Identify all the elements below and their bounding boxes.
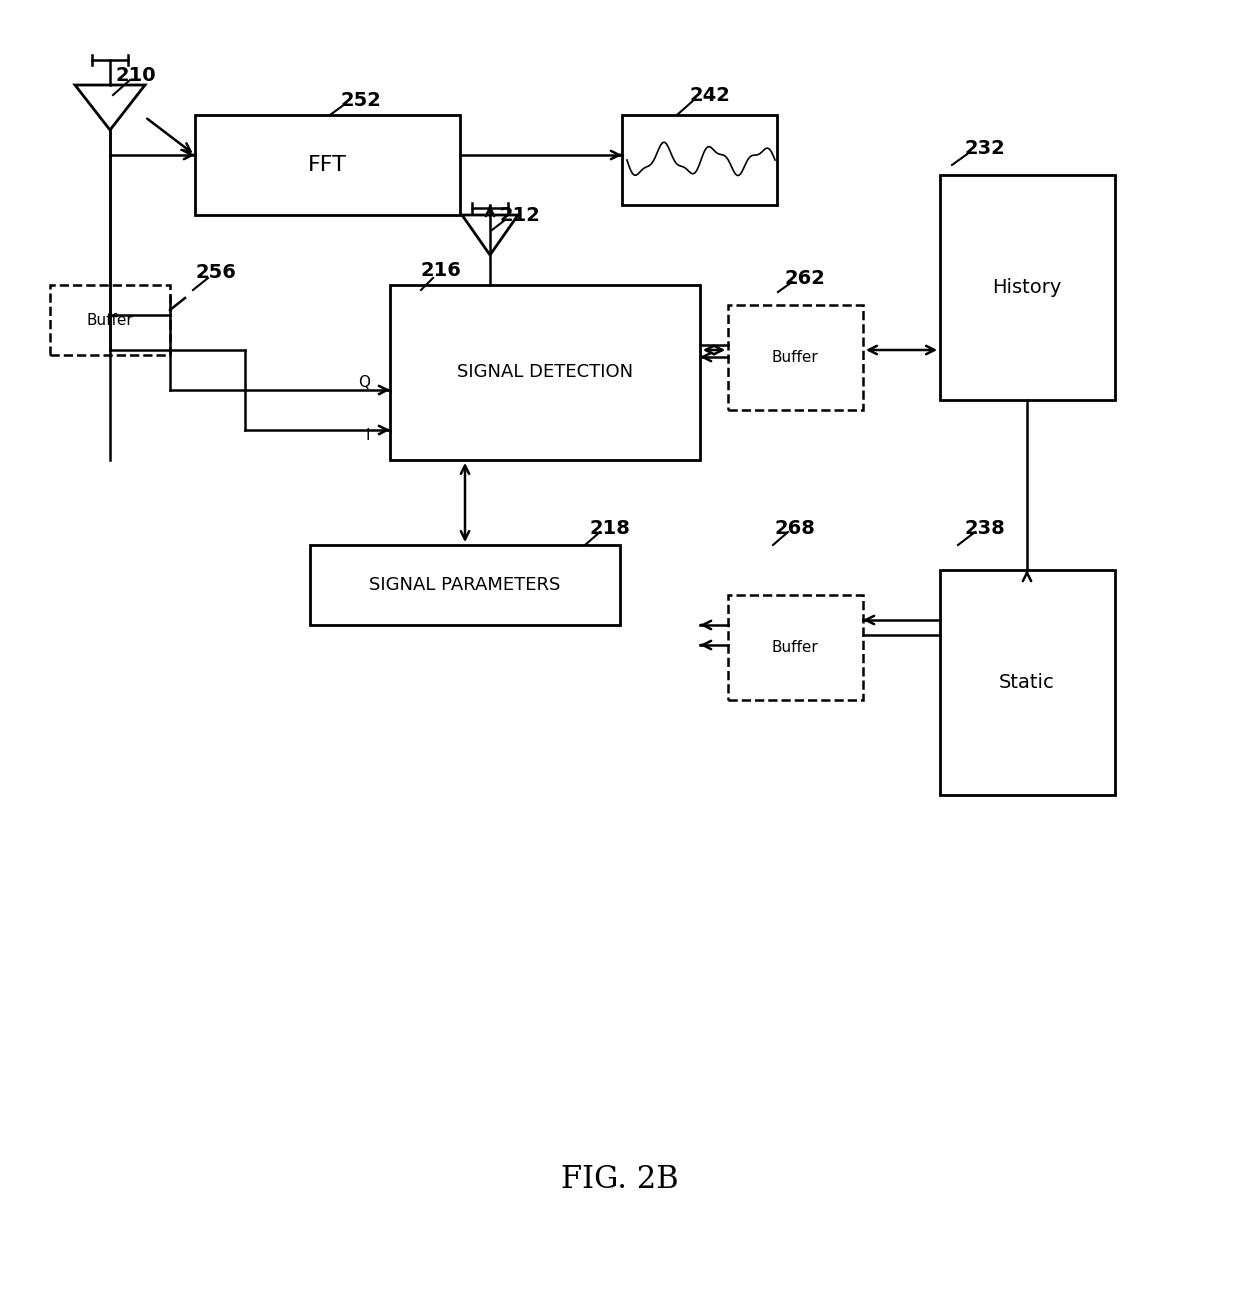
Text: 256: 256 [195, 262, 236, 282]
Text: 262: 262 [785, 269, 826, 287]
Text: 252: 252 [340, 90, 381, 110]
Text: FIG. 2B: FIG. 2B [562, 1164, 678, 1196]
Text: SIGNAL PARAMETERS: SIGNAL PARAMETERS [370, 576, 560, 594]
Text: FFT: FFT [308, 155, 346, 174]
Bar [940, 570, 1115, 794]
Text: 238: 238 [965, 518, 1006, 538]
Bar [622, 115, 777, 205]
Bar [728, 305, 863, 410]
Text: 212: 212 [500, 206, 541, 224]
Text: Q: Q [358, 375, 370, 389]
Text: 216: 216 [420, 261, 461, 279]
Text: SIGNAL DETECTION: SIGNAL DETECTION [456, 363, 634, 382]
Text: 210: 210 [115, 66, 156, 84]
Text: History: History [992, 278, 1061, 296]
Bar [391, 284, 701, 460]
Text: Buffer: Buffer [771, 640, 818, 654]
Text: Static: Static [999, 673, 1055, 691]
Text: 218: 218 [590, 518, 631, 538]
Bar [940, 174, 1115, 400]
Bar [310, 545, 620, 625]
Text: 242: 242 [689, 85, 730, 105]
Text: Buffer: Buffer [87, 312, 134, 328]
Bar [50, 284, 170, 355]
Bar [195, 115, 460, 215]
Bar [728, 595, 863, 700]
Text: Buffer: Buffer [771, 350, 818, 364]
Text: 232: 232 [965, 139, 1006, 157]
Text: I: I [366, 427, 370, 443]
Text: 268: 268 [775, 518, 816, 538]
